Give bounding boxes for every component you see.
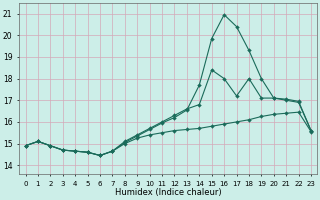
X-axis label: Humidex (Indice chaleur): Humidex (Indice chaleur) [115, 188, 221, 197]
